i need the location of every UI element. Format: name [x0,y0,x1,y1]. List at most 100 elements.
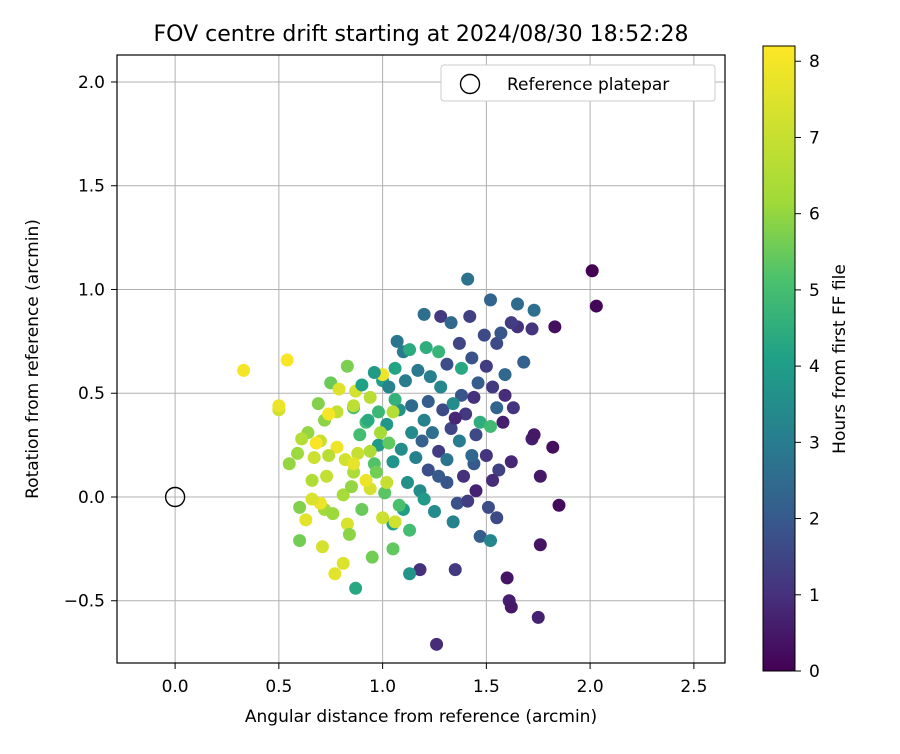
data-point [272,399,286,413]
data-point [390,334,404,348]
x-tick-label: 2.5 [680,677,707,697]
data-point [398,374,412,388]
data-point [378,486,392,500]
colorbar-label: Hours from first FF file [830,264,850,454]
data-point [454,361,468,375]
y-tick-label: 1.0 [78,280,105,300]
legend: Reference platepar [440,64,716,102]
data-point [376,511,390,525]
data-point [363,390,377,404]
data-point [479,359,493,373]
data-point [351,446,365,460]
data-point [311,397,325,411]
data-point [421,395,435,409]
data-point [454,388,468,402]
y-tick-label: 0.5 [78,384,105,404]
data-point [471,376,485,390]
data-point [492,463,506,477]
data-point [355,502,369,516]
data-point [415,434,429,448]
colorbar: 0 1 2 3 4 5 6 7 8 Hours from first FF file [762,45,850,682]
colorbar-tick-label: 2 [809,510,820,530]
data-point [548,320,562,334]
data-point [490,401,504,415]
data-point [423,370,437,384]
data-point [353,428,367,442]
data-point [494,326,508,340]
data-point [374,426,388,440]
data-point [380,475,394,489]
data-point [473,529,487,543]
data-point [510,297,524,311]
x-tick-label: 2.0 [577,677,604,697]
data-point [363,444,377,458]
y-tick-label: 1.5 [78,177,105,197]
data-point [388,515,402,529]
data-point [403,567,417,581]
data-point [413,563,427,577]
colorbar-tick-label: 6 [809,205,820,225]
y-ticks: −0.5 0.0 0.5 1.0 1.5 2.0 [64,73,117,612]
data-point [440,357,454,371]
data-point [589,299,603,313]
data-point [517,355,531,369]
data-point [419,341,433,355]
data-point [421,463,435,477]
data-point [432,469,446,483]
data-point [531,610,545,624]
colorbar-ticks: 0 1 2 3 4 5 6 7 8 [795,52,820,682]
data-point [322,407,336,421]
data-point [326,507,340,521]
data-point [533,538,547,552]
data-point [401,475,415,489]
data-point [525,322,539,336]
data-point [486,473,500,487]
data-point [340,517,354,531]
reference-marker [164,486,186,508]
legend-open-circle-icon [459,73,481,95]
data-point [461,272,475,286]
data-point [434,380,448,394]
data-point [444,316,458,330]
data-point [527,428,541,442]
plot-frame [116,54,726,664]
x-tick-label: 1.5 [473,677,500,697]
data-point [490,511,504,525]
data-point [409,451,423,465]
data-point [477,328,491,342]
data-point [305,492,319,506]
x-tick-label: 0.0 [162,677,189,697]
data-point [430,637,444,651]
data-point [484,293,498,307]
x-tick-label: 1.0 [369,677,396,697]
data-point [427,505,441,519]
data-point [432,345,446,359]
x-axis-label: Angular distance from reference (arcmin) [245,707,597,727]
data-point [533,469,547,483]
data-point [486,380,500,394]
data-point [457,469,471,483]
y-tick-label: 0.0 [78,488,105,508]
data-point [463,309,477,323]
data-point [386,542,400,556]
data-point [403,523,417,537]
colorbar-tick-label: 4 [809,357,820,377]
data-point [585,264,599,278]
data-point [500,571,514,585]
y-tick-label: 2.0 [78,73,105,93]
data-point [280,353,294,367]
data-point [417,307,431,321]
data-point [436,403,450,417]
data-point [552,498,566,512]
data-point [467,390,481,404]
legend-box [440,64,716,102]
data-point [440,453,454,467]
data-point [282,457,296,471]
data-point [344,480,358,494]
data-point [496,415,510,429]
data-point [342,527,356,541]
data-point [305,473,319,487]
data-point [444,422,458,436]
grid [117,55,725,663]
